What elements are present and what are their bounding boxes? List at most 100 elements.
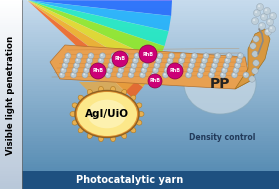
Polygon shape <box>27 0 172 1</box>
Bar <box>0 15 22 19</box>
Bar <box>22 18 279 21</box>
Bar <box>0 13 22 17</box>
Bar <box>22 51 279 54</box>
Ellipse shape <box>88 100 126 128</box>
Circle shape <box>95 67 101 73</box>
Bar <box>0 103 22 106</box>
Circle shape <box>227 54 229 56</box>
Bar <box>22 148 279 151</box>
Bar <box>22 171 279 189</box>
Circle shape <box>214 59 216 61</box>
Bar <box>0 129 22 132</box>
Bar <box>0 94 22 97</box>
Bar <box>22 9 279 12</box>
Bar <box>22 136 279 139</box>
Bar <box>22 105 279 109</box>
Circle shape <box>200 68 202 70</box>
Bar <box>0 23 22 26</box>
Bar <box>22 174 279 177</box>
Circle shape <box>203 59 205 61</box>
Ellipse shape <box>110 86 116 92</box>
Circle shape <box>101 54 103 56</box>
Circle shape <box>95 73 97 75</box>
Bar <box>22 138 279 142</box>
Bar <box>0 143 22 146</box>
Bar <box>0 86 22 90</box>
Circle shape <box>118 73 120 75</box>
Bar <box>0 162 22 165</box>
Bar <box>0 53 22 57</box>
Bar <box>0 37 22 40</box>
Circle shape <box>197 72 203 78</box>
Bar <box>0 42 22 45</box>
Circle shape <box>167 58 173 64</box>
Circle shape <box>154 62 160 68</box>
Bar <box>22 15 279 19</box>
Bar <box>22 34 279 38</box>
Circle shape <box>129 67 136 73</box>
Circle shape <box>124 54 126 56</box>
Bar <box>22 143 279 146</box>
Circle shape <box>158 54 160 56</box>
Bar <box>22 131 279 135</box>
Circle shape <box>131 68 133 70</box>
Circle shape <box>139 45 157 63</box>
Ellipse shape <box>98 136 104 142</box>
Circle shape <box>235 62 240 68</box>
Circle shape <box>201 58 208 64</box>
Circle shape <box>237 53 244 59</box>
Text: RhB: RhB <box>170 68 181 74</box>
Circle shape <box>210 67 216 73</box>
Circle shape <box>179 58 184 64</box>
Bar <box>22 146 279 149</box>
Circle shape <box>175 67 182 73</box>
Bar <box>22 65 279 69</box>
Circle shape <box>145 59 147 61</box>
Bar <box>0 67 22 71</box>
Circle shape <box>129 73 131 75</box>
Polygon shape <box>79 82 135 92</box>
Ellipse shape <box>78 95 84 101</box>
Circle shape <box>164 67 170 73</box>
Bar <box>0 58 22 61</box>
Circle shape <box>190 58 196 64</box>
Circle shape <box>201 64 203 66</box>
Bar <box>0 65 22 69</box>
Circle shape <box>112 54 114 56</box>
Circle shape <box>239 54 241 56</box>
Bar <box>0 131 22 135</box>
Circle shape <box>121 64 123 66</box>
Ellipse shape <box>77 92 137 136</box>
Circle shape <box>112 51 128 67</box>
Circle shape <box>122 53 129 59</box>
Bar <box>22 4 279 7</box>
Circle shape <box>140 72 146 78</box>
Bar <box>0 167 22 170</box>
Bar <box>0 98 22 102</box>
Bar <box>22 181 279 184</box>
Bar <box>22 79 279 83</box>
Bar <box>22 150 279 153</box>
Circle shape <box>224 64 226 66</box>
Circle shape <box>254 9 261 16</box>
Bar <box>22 63 279 66</box>
Bar <box>22 162 279 165</box>
Bar <box>0 1 22 5</box>
Circle shape <box>270 12 276 19</box>
Bar <box>0 101 22 104</box>
Ellipse shape <box>87 133 93 139</box>
Bar <box>0 25 22 28</box>
Circle shape <box>108 68 110 70</box>
Circle shape <box>142 68 144 70</box>
Circle shape <box>148 74 162 88</box>
Bar <box>0 63 22 66</box>
Circle shape <box>147 54 149 56</box>
Bar <box>0 136 22 139</box>
Circle shape <box>237 59 239 61</box>
Bar <box>0 89 22 92</box>
Bar <box>22 25 279 28</box>
Circle shape <box>222 67 227 73</box>
Circle shape <box>187 67 193 73</box>
Bar <box>22 101 279 104</box>
Circle shape <box>71 72 76 78</box>
